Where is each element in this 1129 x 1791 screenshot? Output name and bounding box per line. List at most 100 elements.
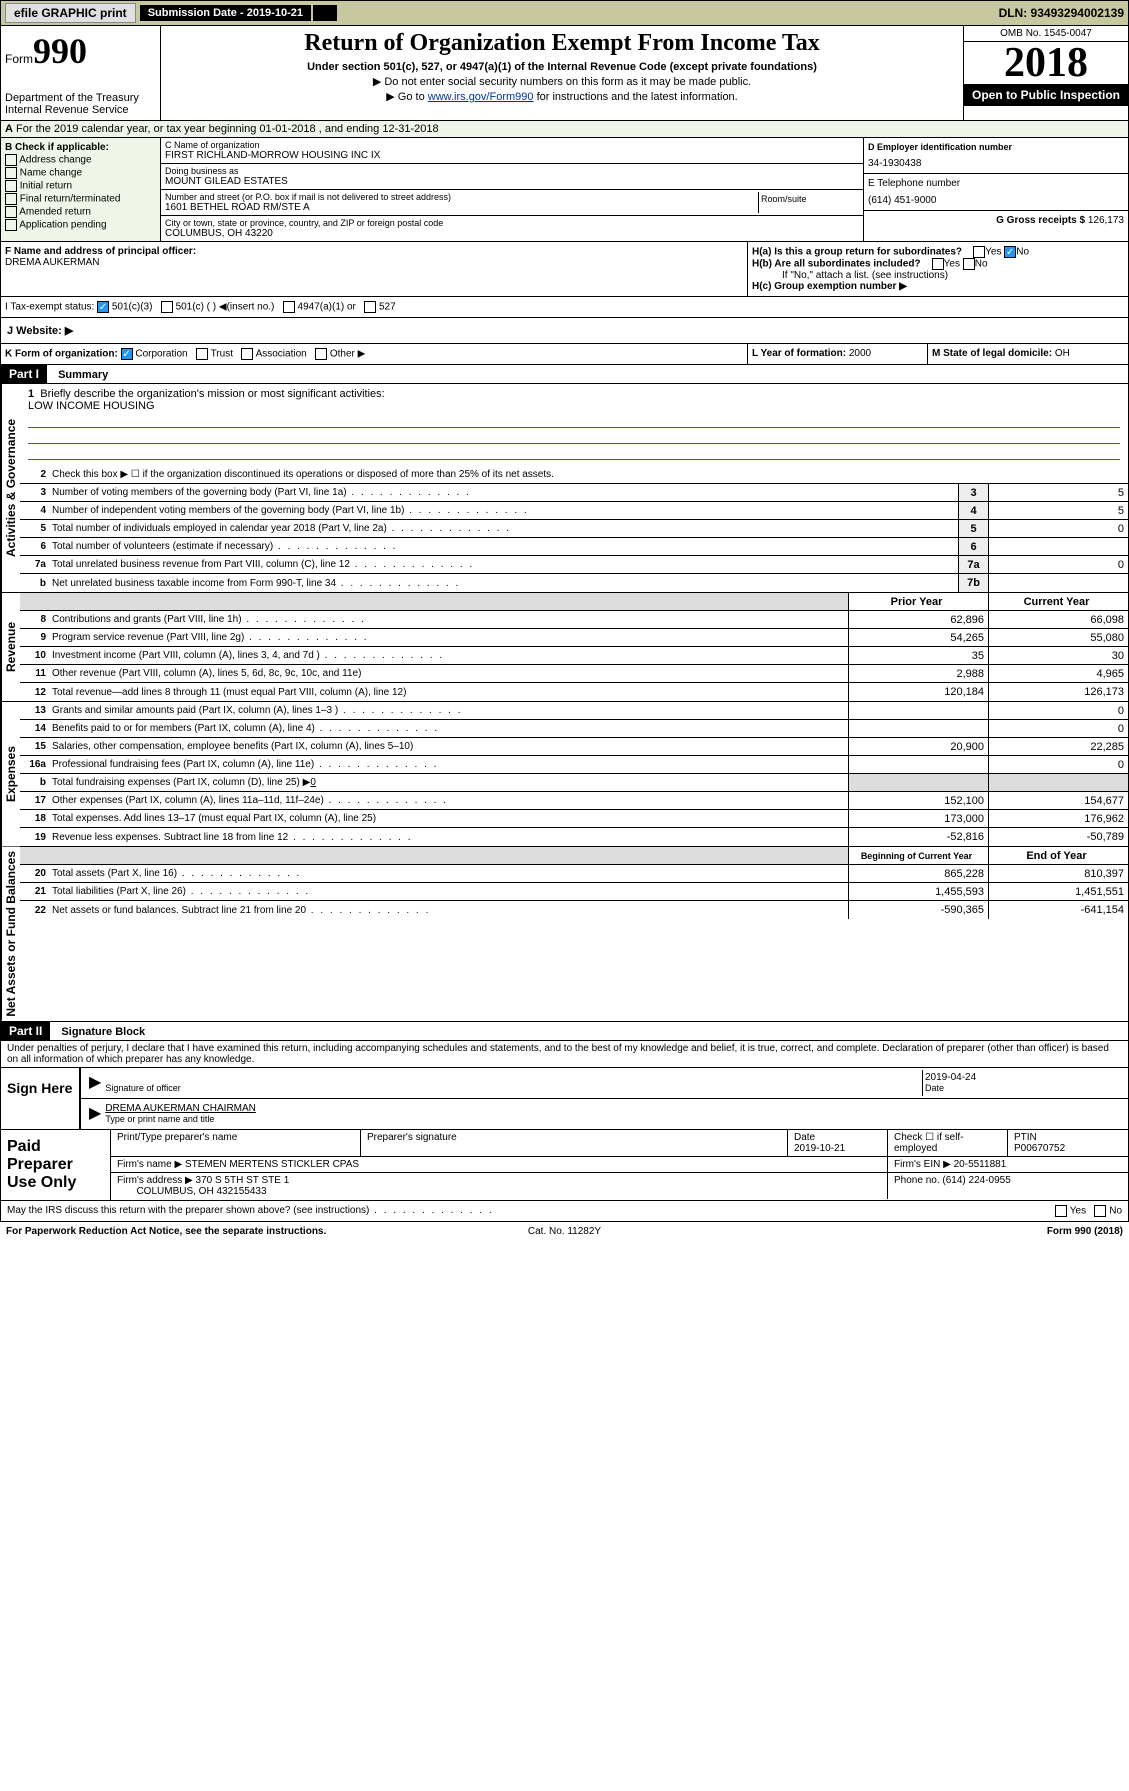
line16b: Total fundraising expenses (Part IX, col… xyxy=(52,775,848,790)
ein: 34-1930438 xyxy=(868,158,1124,169)
val3: 5 xyxy=(988,484,1128,501)
cb-pending[interactable]: Application pending xyxy=(5,219,156,231)
val7b xyxy=(988,574,1128,592)
cb-amended[interactable]: Amended return xyxy=(5,206,156,218)
state-domicile: OH xyxy=(1055,348,1070,359)
line10: Investment income (Part VIII, column (A)… xyxy=(52,648,848,663)
line19: Revenue less expenses. Subtract line 18 … xyxy=(52,830,848,845)
addr-label: Number and street (or P.O. box if mail i… xyxy=(165,192,758,202)
line3: Number of voting members of the governin… xyxy=(52,485,958,500)
year-formation: 2000 xyxy=(849,348,871,359)
cb-4947[interactable] xyxy=(283,301,295,313)
form-header: Form990 Department of the Treasury Inter… xyxy=(0,26,1129,121)
tax-status-row: I Tax-exempt status: ✓ 501(c)(3) 501(c) … xyxy=(0,297,1129,318)
form-number: 990 xyxy=(33,31,87,71)
current-year-hdr: Current Year xyxy=(988,593,1128,610)
begin-year-hdr: Beginning of Current Year xyxy=(848,847,988,864)
dept: Department of the Treasury Internal Reve… xyxy=(5,92,156,116)
k-row: K Form of organization: ✓ Corporation Tr… xyxy=(0,344,1129,365)
prep-name-label: Print/Type preparer's name xyxy=(111,1130,361,1156)
cb-name[interactable]: Name change xyxy=(5,167,156,179)
line18: Total expenses. Add lines 13–17 (must eq… xyxy=(52,811,848,826)
preparer-block: Paid Preparer Use Only Print/Type prepar… xyxy=(0,1130,1129,1201)
dln: DLN: 93493294002139 xyxy=(999,6,1124,20)
cb-other[interactable] xyxy=(315,348,327,360)
sign-here-label: Sign Here xyxy=(1,1068,81,1129)
cb-initial[interactable]: Initial return xyxy=(5,180,156,192)
cb-assoc[interactable] xyxy=(241,348,253,360)
val7a: 0 xyxy=(988,556,1128,573)
tax-year: 2018 xyxy=(964,42,1128,84)
prep-date: 2019-10-21 xyxy=(794,1143,845,1154)
line4: Number of independent voting members of … xyxy=(52,503,958,518)
hb-note: If "No," attach a list. (see instruction… xyxy=(752,270,1124,281)
line8: Contributions and grants (Part VIII, lin… xyxy=(52,612,848,627)
form-footer: Form 990 (2018) xyxy=(751,1226,1123,1237)
discuss-row: May the IRS discuss this return with the… xyxy=(0,1201,1129,1222)
cb-501c3[interactable]: ✓ xyxy=(97,301,109,313)
self-employed-check[interactable]: Check ☐ if self-employed xyxy=(888,1130,1008,1156)
summary-netassets: Net Assets or Fund Balances Beginning of… xyxy=(0,847,1129,1022)
dba-label: Doing business as xyxy=(165,166,859,176)
org-name-label: C Name of organization xyxy=(165,140,859,150)
info-block: B Check if applicable: Address change Na… xyxy=(0,138,1129,242)
footer: For Paperwork Reduction Act Notice, see … xyxy=(0,1222,1129,1241)
side-netassets: Net Assets or Fund Balances xyxy=(1,847,20,1021)
side-expenses: Expenses xyxy=(1,702,20,846)
discuss-no[interactable] xyxy=(1094,1205,1106,1217)
check-if-label: B Check if applicable: xyxy=(5,142,156,153)
efile-button[interactable]: efile GRAPHIC print xyxy=(5,3,136,23)
cb-527[interactable] xyxy=(364,301,376,313)
officer-name-title: DREMA AUKERMAN CHAIRMAN xyxy=(105,1103,256,1114)
cb-final[interactable]: Final return/terminated xyxy=(5,193,156,205)
cb-trust[interactable] xyxy=(196,348,208,360)
k-label: K Form of organization: xyxy=(5,349,118,360)
year-formation-label: L Year of formation: xyxy=(752,348,846,359)
part2-header: Part II Signature Block xyxy=(0,1022,1129,1041)
signature-block: Under penalties of perjury, I declare th… xyxy=(0,1041,1129,1130)
city-label: City or town, state or province, country… xyxy=(165,218,859,228)
mission-text: LOW INCOME HOUSING xyxy=(28,400,1120,412)
line7a: Total unrelated business revenue from Pa… xyxy=(52,557,958,572)
cb-corp[interactable]: ✓ xyxy=(121,348,133,360)
topbar: efile GRAPHIC print Submission Date - 20… xyxy=(0,0,1129,26)
prep-sig-label: Preparer's signature xyxy=(361,1130,788,1156)
tel-label: E Telephone number xyxy=(868,178,1124,189)
cb-501c[interactable] xyxy=(161,301,173,313)
summary-governance: Activities & Governance 1 Briefly descri… xyxy=(0,384,1129,593)
paid-preparer-label: Paid Preparer Use Only xyxy=(1,1130,111,1200)
gross-label: G Gross receipts $ xyxy=(996,215,1085,226)
subtitle-1: Under section 501(c), 527, or 4947(a)(1)… xyxy=(165,61,959,73)
city: COLUMBUS, OH 43220 xyxy=(165,228,859,239)
end-year-hdr: End of Year xyxy=(988,847,1128,864)
val6 xyxy=(988,538,1128,555)
submission-date: Submission Date - 2019-10-21 xyxy=(140,5,311,21)
cb-address[interactable]: Address change xyxy=(5,154,156,166)
subtitle-2: ▶ Do not enter social security numbers o… xyxy=(165,75,959,88)
discuss-question: May the IRS discuss this return with the… xyxy=(7,1205,1055,1217)
line14: Benefits paid to or for members (Part IX… xyxy=(52,721,848,736)
cat-no: Cat. No. 11282Y xyxy=(378,1226,750,1237)
line16a: Professional fundraising fees (Part IX, … xyxy=(52,757,848,772)
line15: Salaries, other compensation, employee b… xyxy=(52,739,848,754)
line11: Other revenue (Part VIII, column (A), li… xyxy=(52,666,848,681)
officer-name: DREMA AUKERMAN xyxy=(5,257,99,268)
officer-group-block: F Name and address of principal officer:… xyxy=(0,242,1129,297)
instructions-link[interactable]: www.irs.gov/Form990 xyxy=(428,91,534,103)
side-governance: Activities & Governance xyxy=(1,384,20,592)
dba: MOUNT GILEAD ESTATES xyxy=(165,176,859,187)
line5: Total number of individuals employed in … xyxy=(52,521,958,536)
line6: Total number of volunteers (estimate if … xyxy=(52,539,958,554)
declaration: Under penalties of perjury, I declare th… xyxy=(1,1041,1128,1067)
line1-label: Briefly describe the organization's miss… xyxy=(40,388,384,400)
subtitle-3: ▶ Go to www.irs.gov/Form990 for instruct… xyxy=(165,90,959,103)
paperwork-notice: For Paperwork Reduction Act Notice, see … xyxy=(6,1226,378,1237)
tax-period: A For the 2019 calendar year, or tax yea… xyxy=(0,121,1129,138)
summary-expenses: Expenses 13Grants and similar amounts pa… xyxy=(0,702,1129,847)
line12: Total revenue—add lines 8 through 11 (mu… xyxy=(52,685,848,700)
street-address: 1601 BETHEL ROAD RM/STE A xyxy=(165,202,758,213)
discuss-yes[interactable] xyxy=(1055,1205,1067,1217)
line13: Grants and similar amounts paid (Part IX… xyxy=(52,703,848,718)
summary-revenue: Revenue Prior YearCurrent Year 8Contribu… xyxy=(0,593,1129,702)
line20: Total assets (Part X, line 16) xyxy=(52,866,848,881)
